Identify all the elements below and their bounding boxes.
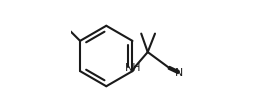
Text: N: N — [175, 68, 184, 78]
Text: NH: NH — [125, 63, 142, 73]
